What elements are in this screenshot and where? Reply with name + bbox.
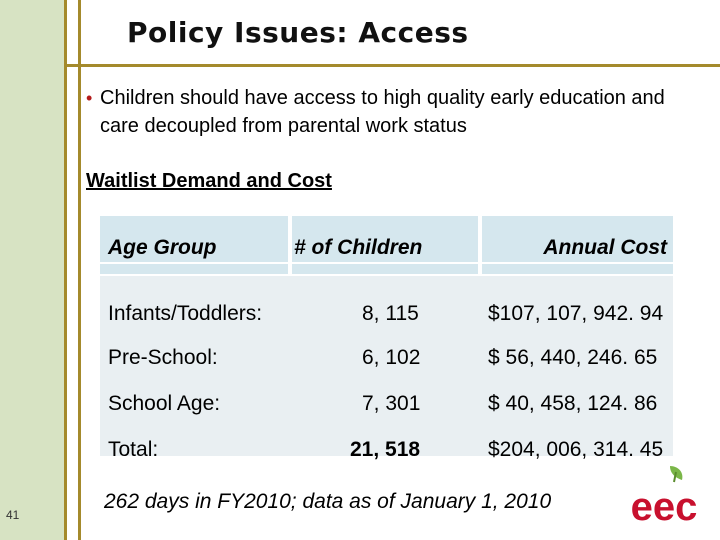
row-age-group: School Age: — [108, 392, 221, 415]
row-children: 8, 115 — [362, 302, 419, 325]
header-cell-cost — [482, 216, 673, 262]
row-age-group: Infants/Toddlers: — [108, 302, 263, 325]
waitlist-table: Age Group # of Children Annual Cost Infa… — [100, 216, 673, 461]
row-children: 6, 102 — [362, 346, 421, 369]
eec-logo-icon: eec — [631, 466, 698, 526]
header-strip — [100, 264, 288, 274]
header-strip — [292, 264, 478, 274]
row-age-group: Pre-School: — [108, 346, 218, 369]
row-cost: $107, 107, 942. 94 — [488, 302, 664, 325]
row-children: 7, 301 — [362, 392, 421, 415]
slide-number: 41 — [6, 508, 20, 522]
footnote: 262 days in FY2010; data as of January 1… — [104, 490, 552, 513]
left-accent-line-inner — [78, 0, 81, 540]
table-body-background — [100, 276, 673, 456]
row-cost: $204, 006, 314. 45 — [488, 438, 664, 461]
left-decorative-band — [0, 0, 64, 540]
table-row: Pre-School: 6, 102 $ 56, 440, 246. 65 — [100, 336, 673, 380]
table-header-row: Age Group # of Children Annual Cost — [100, 216, 673, 276]
row-cost: $ 40, 458, 124. 86 — [488, 392, 658, 415]
bullet-text: Children should have access to high qual… — [100, 87, 665, 137]
table-row: Infants/Toddlers: 8, 115 $107, 107, 942.… — [100, 292, 673, 336]
row-age-group: Total: — [108, 438, 159, 461]
logo-stem — [673, 471, 677, 483]
header-cell-age-group — [100, 216, 288, 262]
logo-text: eec — [631, 485, 698, 526]
section-subheading: Waitlist Demand and Cost — [86, 170, 332, 192]
left-accent-line — [64, 0, 67, 540]
title-underline-rule — [64, 64, 720, 67]
bullet-icon: • — [86, 88, 93, 108]
table-row-total: Total: 21, 518 $204, 006, 314. 45 — [100, 428, 673, 472]
column-header-cost: Annual Cost — [543, 236, 667, 259]
row-cost: $ 56, 440, 246. 65 — [488, 346, 658, 369]
column-header-children: # of Children — [294, 236, 423, 259]
header-cell-children — [292, 216, 478, 262]
slide-title: Policy Issues: Access — [127, 16, 469, 49]
row-children: 21, 518 — [350, 438, 421, 461]
header-strip — [482, 264, 673, 274]
column-header-age-group: Age Group — [108, 236, 217, 259]
bullet-point: • Children should have access to high qu… — [86, 84, 706, 140]
table-row: School Age: 7, 301 $ 40, 458, 124. 86 — [100, 382, 673, 426]
